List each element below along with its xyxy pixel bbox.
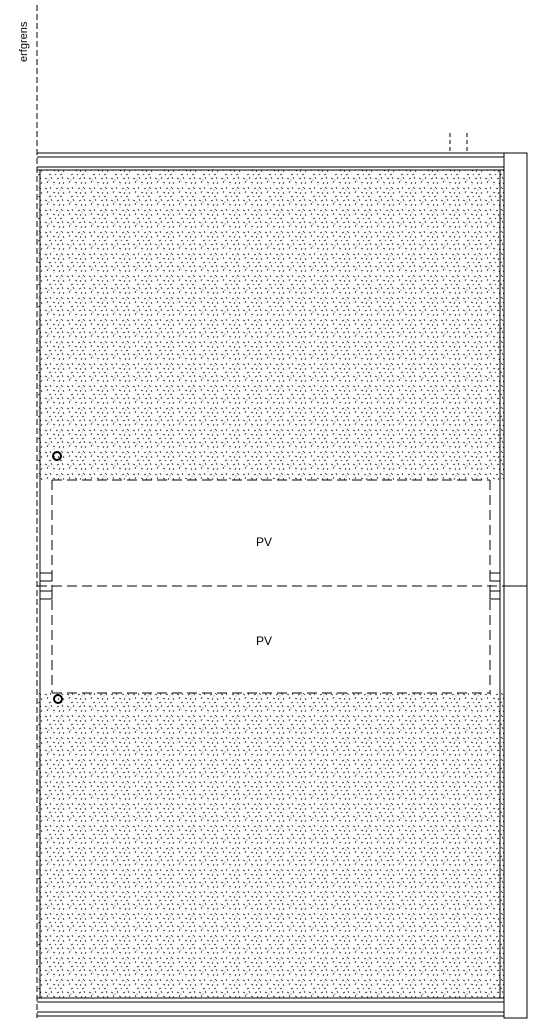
gravel-area-top [38, 170, 504, 480]
panel-label: PV [256, 535, 272, 549]
post-left-bottom [39, 590, 53, 600]
marker-circle [53, 694, 63, 704]
marker-circle [52, 451, 62, 461]
property-line-label: erfgrens [18, 21, 30, 62]
panel-label: PV [256, 634, 272, 648]
post-right-top [489, 572, 501, 582]
gravel-area-bottom [38, 693, 504, 998]
post-right-bottom [489, 590, 501, 600]
post-left-top [39, 572, 53, 582]
